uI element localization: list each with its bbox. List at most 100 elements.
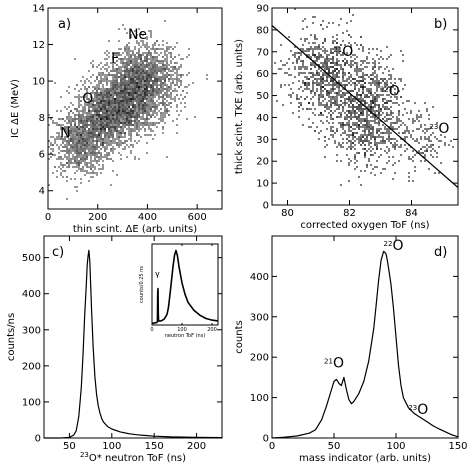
density-cell	[148, 64, 150, 66]
density-cell	[154, 94, 156, 96]
density-cell	[70, 120, 72, 122]
density-cell	[134, 60, 136, 62]
density-cell	[338, 64, 340, 66]
density-cell	[130, 116, 132, 118]
density-cell	[350, 66, 352, 68]
density-cell	[90, 176, 92, 178]
density-cell	[138, 80, 140, 82]
density-cell	[156, 104, 158, 106]
density-cell	[70, 162, 72, 164]
density-cell	[322, 46, 324, 48]
density-cell	[174, 84, 176, 86]
density-cell	[364, 144, 366, 146]
density-cell	[156, 122, 158, 124]
density-cell	[384, 142, 386, 144]
density-cell	[78, 106, 80, 108]
density-cell	[90, 146, 92, 148]
density-cell	[176, 42, 178, 44]
density-cell	[386, 66, 388, 68]
density-cell	[172, 82, 174, 84]
density-cell	[68, 144, 70, 146]
density-cell	[314, 60, 316, 62]
density-cell	[72, 126, 74, 128]
density-cell	[338, 112, 340, 114]
density-cell	[142, 80, 144, 82]
density-cell	[150, 114, 152, 116]
density-cell	[356, 138, 358, 140]
density-cell	[168, 48, 170, 50]
density-cell	[420, 116, 422, 118]
density-cell	[90, 124, 92, 126]
density-cell	[58, 152, 60, 154]
density-cell	[126, 44, 128, 46]
density-cell	[96, 104, 98, 106]
density-cell	[118, 100, 120, 102]
density-cell	[348, 128, 350, 130]
data-point	[199, 314, 201, 316]
density-cell	[160, 48, 162, 50]
density-cell	[358, 70, 360, 72]
density-cell	[76, 164, 78, 166]
density-cell	[138, 92, 140, 94]
density-cell	[136, 40, 138, 42]
density-cell	[356, 92, 358, 94]
density-cell	[130, 86, 132, 88]
density-cell	[92, 92, 94, 94]
density-cell	[360, 184, 362, 186]
density-cell	[112, 94, 114, 96]
density-cell	[110, 118, 112, 120]
density-cell	[360, 98, 362, 100]
density-cell	[162, 112, 164, 114]
density-cell	[348, 126, 350, 128]
density-cell	[102, 74, 104, 76]
density-cell	[148, 108, 150, 110]
density-cell	[372, 78, 374, 80]
density-cell	[148, 92, 150, 94]
density-cell	[360, 144, 362, 146]
density-cell	[152, 62, 154, 64]
density-cell	[340, 104, 342, 106]
density-cell	[380, 78, 382, 80]
density-cell	[314, 36, 316, 38]
data-point	[168, 306, 169, 308]
density-cell	[162, 44, 164, 46]
density-cell	[82, 146, 84, 148]
density-cell	[368, 126, 370, 128]
density-cell	[376, 86, 378, 88]
density-cell	[352, 122, 354, 124]
density-cell	[160, 108, 162, 110]
density-cell	[368, 108, 370, 110]
density-cell	[152, 112, 154, 114]
density-cell	[318, 54, 320, 56]
density-cell	[364, 140, 366, 142]
density-cell	[138, 78, 140, 80]
density-cell	[366, 106, 368, 108]
density-cell	[154, 74, 156, 76]
density-cell	[112, 66, 114, 68]
density-cell	[134, 116, 136, 118]
density-cell	[390, 90, 392, 92]
density-cell	[362, 120, 364, 122]
density-cell	[314, 64, 316, 66]
density-cell	[146, 106, 148, 108]
density-cell	[358, 110, 360, 112]
density-cell	[58, 148, 60, 150]
density-cell	[110, 130, 112, 132]
density-cell	[110, 116, 112, 118]
density-cell	[158, 60, 160, 62]
density-cell	[338, 116, 340, 118]
density-cell	[368, 104, 370, 106]
density-cell	[132, 96, 134, 98]
density-cell	[136, 56, 138, 58]
density-cell	[144, 64, 146, 66]
density-cell	[90, 126, 92, 128]
density-cell	[90, 132, 92, 134]
density-cell	[166, 68, 168, 70]
density-cell	[396, 120, 398, 122]
density-cell	[146, 60, 148, 62]
density-cell	[104, 150, 106, 152]
density-cell	[298, 106, 300, 108]
density-cell	[114, 92, 116, 94]
series-line	[271, 250, 459, 439]
density-cell	[368, 144, 370, 146]
